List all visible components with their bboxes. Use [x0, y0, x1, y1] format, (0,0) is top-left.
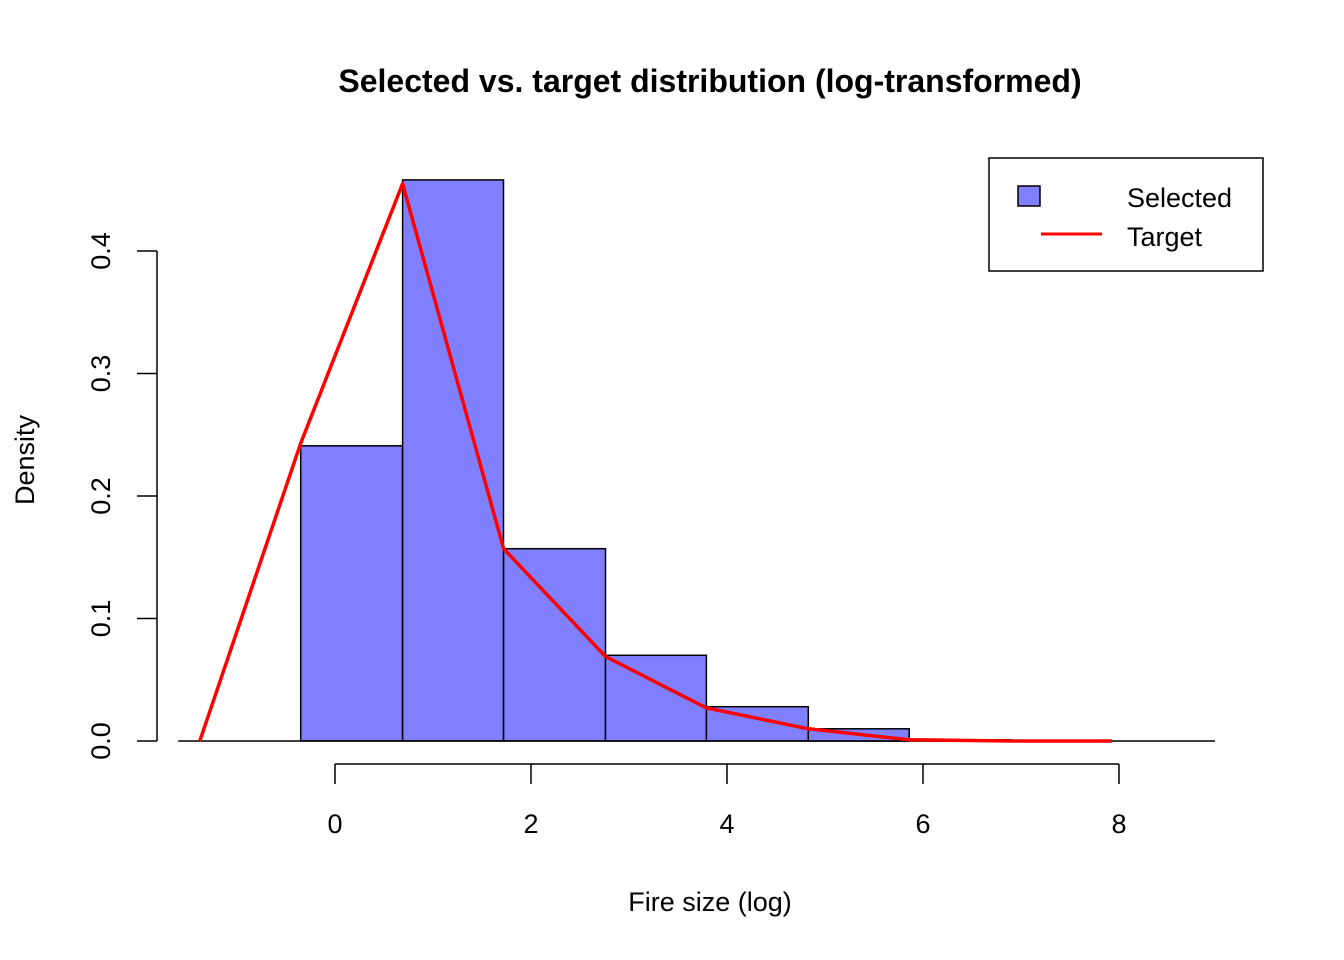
y-tick-label-1: 0.1 — [86, 600, 116, 638]
x-tick-label-1: 2 — [523, 809, 538, 839]
target-density-line — [198, 181, 1113, 743]
histogram-bars — [299, 179, 1012, 742]
legend-box — [988, 157, 1264, 272]
y-tick-label-3: 0.3 — [86, 355, 116, 393]
x-tick-label-3: 6 — [915, 809, 930, 839]
y-axis-label: Density — [10, 414, 40, 505]
y-tick-label-4: 0.4 — [86, 232, 116, 270]
y-axis: 0.0 0.1 0.2 0.3 0.4 — [86, 232, 158, 760]
histogram-bar-2 — [502, 547, 607, 742]
x-axis: 0 2 4 6 8 — [327, 763, 1127, 839]
histogram-bar-1 — [401, 179, 505, 742]
y-tick-label-2: 0.2 — [86, 477, 116, 515]
legend-label-target: Target — [1127, 222, 1203, 252]
target-line-path — [198, 181, 1113, 743]
x-tick-label-0: 0 — [327, 809, 342, 839]
legend: Selected Target — [988, 157, 1264, 272]
x-tick-label-2: 4 — [719, 809, 734, 839]
y-tick-label-0: 0.0 — [86, 722, 116, 760]
x-axis-label: Fire size (log) — [628, 887, 792, 917]
histogram-bar-3 — [604, 654, 708, 742]
legend-swatch-selected — [1017, 185, 1041, 207]
legend-label-selected: Selected — [1127, 183, 1232, 213]
histogram-bar-0 — [299, 445, 404, 742]
chart-title: Selected vs. target distribution (log-tr… — [338, 63, 1081, 99]
x-tick-label-4: 8 — [1111, 809, 1126, 839]
